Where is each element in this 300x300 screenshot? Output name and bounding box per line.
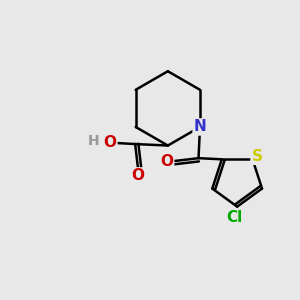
Text: Cl: Cl <box>226 209 242 224</box>
Text: O: O <box>103 135 116 150</box>
Text: S: S <box>251 149 262 164</box>
Text: N: N <box>194 119 206 134</box>
Text: H: H <box>88 134 99 148</box>
Text: O: O <box>160 154 173 169</box>
Text: O: O <box>132 168 145 183</box>
